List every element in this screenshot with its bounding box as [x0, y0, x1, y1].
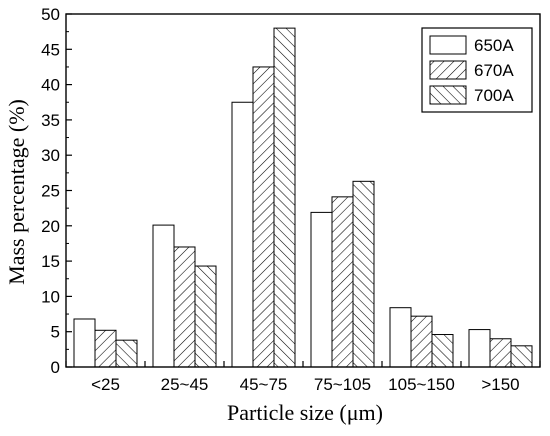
- x-tick-label: 45~75: [240, 375, 288, 394]
- y-tick-label: 5: [51, 323, 60, 342]
- y-tick-label: 25: [41, 182, 60, 201]
- y-tick-label: 10: [41, 287, 60, 306]
- legend-label-650a: 650A: [474, 36, 514, 55]
- y-tick-label: 15: [41, 252, 60, 271]
- y-tick-label: 30: [41, 146, 60, 165]
- bar-670a-2: [252, 66, 275, 368]
- x-axis-title: Particle size (μm): [227, 400, 383, 425]
- bar-670a-3: [331, 196, 354, 368]
- y-tick-label: 40: [41, 76, 60, 95]
- legend-label-670a: 670A: [474, 61, 514, 80]
- x-tick-label: >150: [481, 375, 519, 394]
- y-tick-label: 35: [41, 111, 60, 130]
- bar-650a-0: [73, 318, 96, 368]
- bar-700a-0: [115, 339, 138, 368]
- bar-670a-5: [489, 338, 512, 368]
- bar-700a-2: [273, 27, 296, 368]
- bar-700a-5: [510, 345, 533, 368]
- bar-700a-1: [194, 265, 217, 368]
- x-tick-label: <25: [91, 375, 120, 394]
- bar-650a-1: [152, 224, 175, 368]
- bar-700a-3: [352, 180, 375, 368]
- y-axis-title: Mass percentage (%): [4, 99, 29, 285]
- axes-layer: 0 5 10 15 20 25 30 35 40 45 50 <25 25~45 45~75 75~105 1…: [41, 5, 541, 394]
- legend-label-700a: 700A: [474, 86, 514, 105]
- y-tick-label: 45: [41, 40, 60, 59]
- x-tick-label: 25~45: [161, 375, 209, 394]
- bar-670a-4: [410, 315, 433, 368]
- legend-swatch-670a: [429, 60, 467, 80]
- bar-650a-5: [468, 329, 491, 368]
- bar-650a-3: [310, 211, 333, 368]
- bar-650a-4: [389, 307, 412, 368]
- y-tick-label: 50: [41, 5, 60, 24]
- x-tick-label: 75~105: [314, 375, 371, 394]
- legend-swatch-700a: [429, 85, 467, 105]
- x-tick-label: 105~150: [388, 375, 455, 394]
- bar-670a-1: [173, 246, 196, 368]
- y-tick-label: 0: [51, 358, 60, 377]
- bar-650a-2: [231, 101, 254, 368]
- legend-swatch-650a: [429, 35, 467, 55]
- bars-layer: [73, 27, 533, 368]
- bar-670a-0: [94, 329, 117, 368]
- legend: 650A 670A 700A: [421, 27, 533, 113]
- bar-700a-4: [431, 334, 454, 368]
- y-tick-label: 20: [41, 217, 60, 236]
